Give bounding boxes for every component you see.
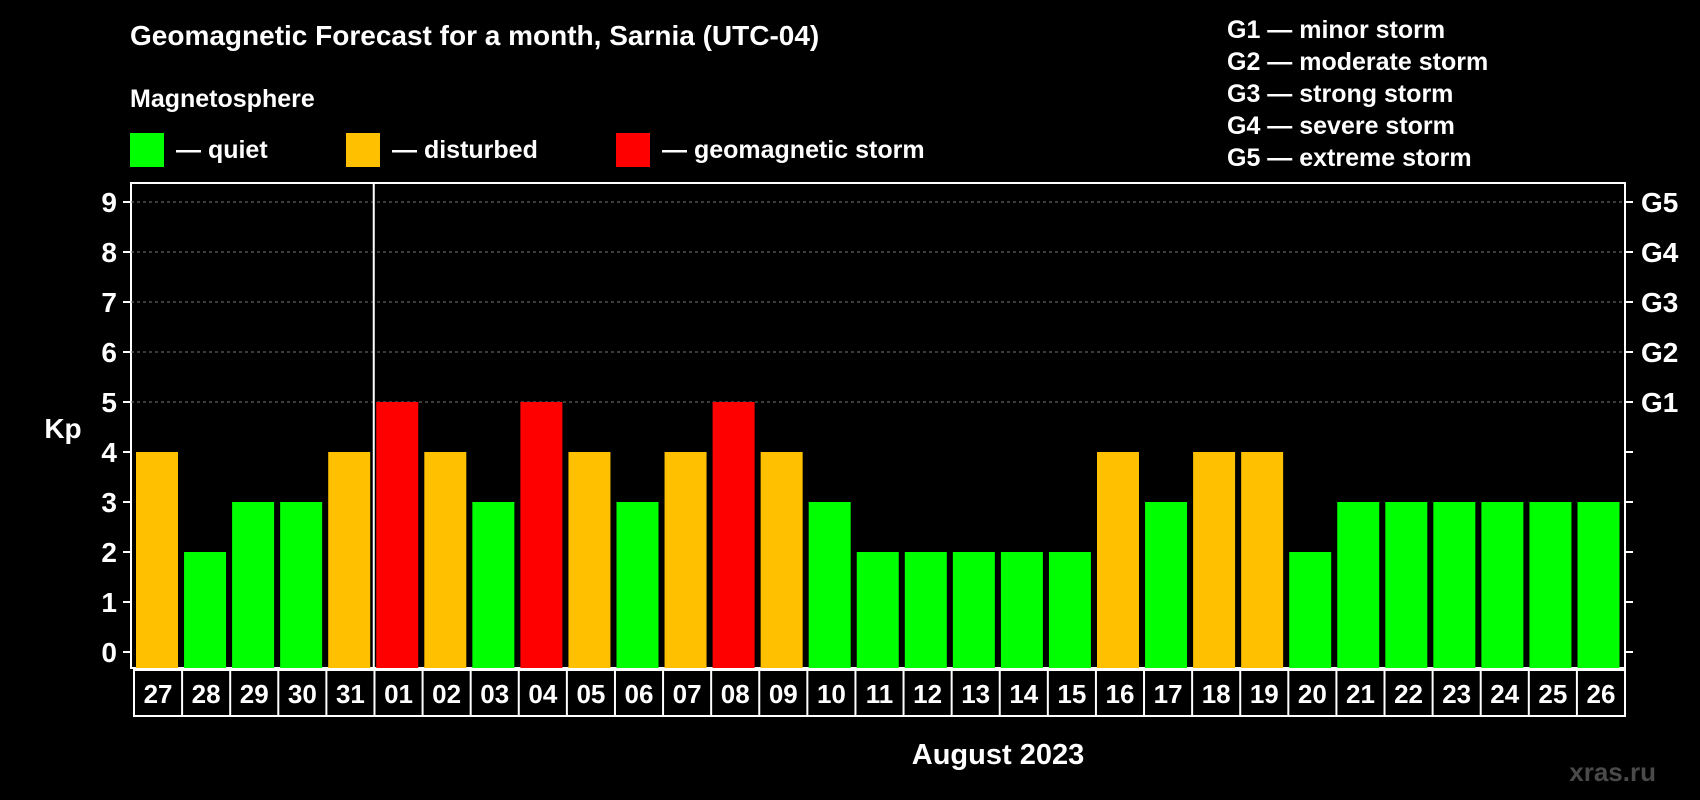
x-tick-label-22: 22 [1394,679,1423,709]
x-tick-label-16: 16 [1106,679,1135,709]
y-tick-label-4: 4 [101,437,117,468]
bar-27 [136,452,178,668]
bar-01 [376,402,419,668]
bar-09 [760,452,803,668]
right-tick-label-g2: G2 [1641,337,1678,368]
bar-15 [1048,552,1091,668]
legend-storm: — geomagnetic storm [616,133,925,167]
legend-disturbed-label: — disturbed [392,135,538,164]
bar-10 [808,502,851,668]
x-axis-date-box [133,669,1626,717]
y-tick-label-3: 3 [101,487,117,518]
x-tick-label-13: 13 [961,679,990,709]
bar-20 [1289,552,1332,668]
g-legend-g1: G1 — minor storm [1227,16,1446,44]
g-legend-g2: G2 — moderate storm [1227,48,1489,76]
bar-18 [1193,452,1236,668]
x-tick-label-01: 01 [384,679,413,709]
bar-16 [1097,452,1139,668]
y-tick-label-2: 2 [101,537,117,568]
x-tick-label-17: 17 [1154,679,1183,709]
legend-quiet-swatch [130,133,164,167]
bar-02 [424,452,467,668]
bar-04 [520,402,563,668]
bar-29 [232,502,275,668]
x-tick-label-27: 27 [144,679,173,709]
x-tick-label-04: 04 [528,679,557,709]
x-tick-label-14: 14 [1009,679,1038,709]
x-tick-label-09: 09 [769,679,798,709]
x-tick-label-10: 10 [817,679,846,709]
x-tick-label-30: 30 [288,679,317,709]
y-axis-label: Kp [44,413,81,444]
bar-05 [568,452,611,668]
bar-12 [904,552,947,668]
right-tick-label-g5: G5 [1641,187,1678,218]
g-scale-legend: G1 — minor storm G2 — moderate storm G3 … [1227,14,1488,174]
x-tick-label-21: 21 [1346,679,1375,709]
g-legend-g4: G4 — severe storm [1227,112,1455,140]
right-tick-label-g3: G3 [1641,287,1678,318]
x-tick-label-15: 15 [1057,679,1086,709]
bar-28 [184,552,227,668]
x-tick-label-20: 20 [1298,679,1327,709]
y-tick-label-7: 7 [101,287,117,318]
legend-subtitle: Magnetosphere [130,85,315,113]
legend-storm-label: — geomagnetic storm [662,135,925,164]
bar-11 [856,552,899,668]
legend-disturbed-swatch [346,133,380,167]
bar-26 [1577,502,1620,668]
y-tick-label-8: 8 [101,237,117,268]
bar-21 [1337,502,1380,668]
x-tick-label-23: 23 [1442,679,1471,709]
x-tick-label-29: 29 [240,679,269,709]
right-tick-label-g4: G4 [1641,237,1679,268]
bar-22 [1385,502,1428,668]
g-legend-g5: G5 — extreme storm [1227,144,1472,172]
y-tick-label-1: 1 [101,587,117,618]
legend-quiet: — quiet [130,133,268,167]
bar-25 [1529,502,1572,668]
x-tick-label-18: 18 [1202,679,1231,709]
bar-07 [664,452,707,668]
right-tick-label-g1: G1 [1641,387,1678,418]
bar-13 [952,552,995,668]
legend-quiet-label: — quiet [176,135,268,164]
x-tick-label-05: 05 [576,679,605,709]
bar-08 [712,402,755,668]
g-legend-g3: G3 — strong storm [1227,80,1454,108]
x-tick-label-02: 02 [432,679,461,709]
y-tick-label-0: 0 [101,637,117,668]
bar-30 [280,502,323,668]
x-tick-label-26: 26 [1586,679,1615,709]
bar-23 [1433,502,1476,668]
y-tick-label-5: 5 [101,387,117,418]
x-tick-label-11: 11 [866,679,894,709]
x-tick-label-31: 31 [336,679,365,709]
y-tick-label-9: 9 [101,187,117,218]
legend-disturbed: — disturbed [346,133,538,167]
x-tick-label-07: 07 [673,679,702,709]
x-tick-label-03: 03 [480,679,509,709]
chart-title: Geomagnetic Forecast for a month, Sarnia… [130,20,820,51]
x-tick-label-08: 08 [721,679,750,709]
legend-storm-swatch [616,133,650,167]
bar-17 [1145,502,1188,668]
bar-14 [1000,552,1043,668]
x-tick-label-19: 19 [1250,679,1279,709]
x-axis-label: August 2023 [912,739,1084,771]
bar-24 [1481,502,1524,668]
bar-03 [472,502,515,668]
x-tick-label-25: 25 [1538,679,1567,709]
x-tick-label-28: 28 [192,679,221,709]
bar-31 [328,452,371,668]
x-tick-label-06: 06 [625,679,654,709]
bar-06 [616,502,659,668]
x-tick-label-24: 24 [1490,679,1519,709]
x-tick-label-12: 12 [913,679,942,709]
watermark: xras.ru [1569,757,1656,787]
bar-19 [1241,452,1284,668]
y-tick-label-6: 6 [101,337,117,368]
